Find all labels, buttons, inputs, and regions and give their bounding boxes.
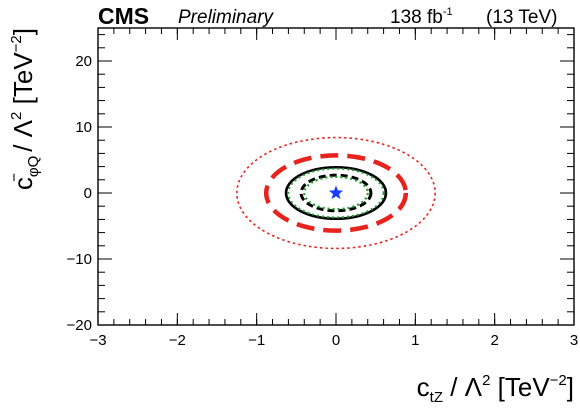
contour-green-inner — [303, 175, 369, 211]
x-tick-label: 1 — [411, 332, 419, 349]
y-tick-label: 0 — [84, 185, 92, 202]
contour-black-dashed — [299, 173, 373, 213]
x-tick-label: −3 — [89, 332, 106, 349]
y-tick-label: −20 — [67, 317, 92, 334]
contour-red-dotted — [236, 136, 436, 250]
y-tick-label: −10 — [67, 251, 92, 268]
x-tick-label: 0 — [332, 332, 340, 349]
contour-green-dotted — [287, 167, 385, 219]
x-axis-title: ctZ / Λ2 [TeV−2] — [417, 372, 574, 406]
x-tick-label: 2 — [490, 332, 498, 349]
status-label: Preliminary — [178, 7, 275, 28]
axis-ticks — [97, 28, 575, 326]
contour-red-dashed — [263, 153, 409, 233]
x-tick-label: −1 — [248, 332, 265, 349]
x-tick-label: −2 — [169, 332, 186, 349]
contour-black-solid — [284, 165, 388, 221]
y-axis-title: cφQ− / Λ2 [TeV−2] — [6, 28, 42, 190]
experiment-label: CMS — [98, 3, 149, 29]
luminosity-label: 138 fb-1 — [390, 6, 453, 28]
y-tick-label: 20 — [75, 53, 92, 70]
y-tick-label: 10 — [75, 119, 92, 136]
x-tick-label: 3 — [570, 332, 578, 349]
energy-label: (13 TeV) — [486, 7, 557, 28]
best-fit-star-icon — [328, 185, 344, 200]
contour-layer — [236, 136, 436, 250]
